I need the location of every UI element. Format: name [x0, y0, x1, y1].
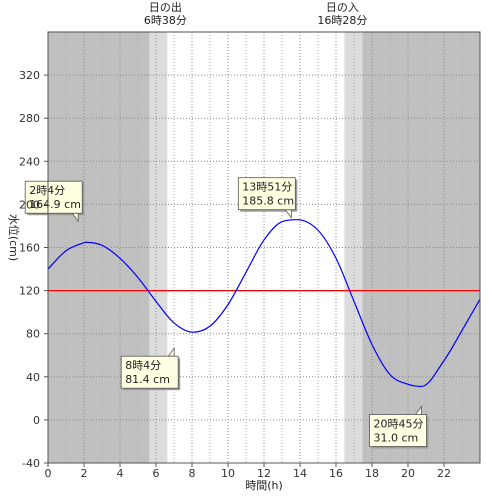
y-axis-label: 水位(cm) — [7, 214, 21, 261]
y-tick-label: -40 — [22, 457, 40, 470]
y-tick-label: 120 — [19, 285, 40, 298]
tide-line-layer — [47, 219, 481, 388]
annotation-box — [120, 355, 179, 389]
x-axis-label: 時間(h) — [245, 479, 283, 492]
annotation-value: 164.9 cm — [29, 198, 81, 211]
y-tick-label: 40 — [26, 371, 40, 384]
y-tick-label: 280 — [19, 112, 40, 125]
annotation-value: 31.0 cm — [374, 431, 419, 444]
x-tick-label: 14 — [293, 467, 307, 480]
tide-line — [47, 219, 481, 388]
x-tick-label: 20 — [401, 467, 415, 480]
annotation-time: 8時4分 — [125, 359, 161, 372]
y-tick-label: 200 — [19, 198, 40, 211]
annotation-box — [237, 177, 296, 211]
y-tick-label: 240 — [19, 155, 40, 168]
axis-layer: -40 0 40 80 120 160 200 240 280 320 0 2 4 6 8 10 12 14 16 1… — [7, 31, 481, 492]
x-tick-label: 12 — [257, 467, 271, 480]
annotation-time: 13時51分 — [242, 181, 292, 194]
annotation-time: 20時45分 — [374, 417, 424, 430]
annotation-time: 2時4分 — [29, 184, 65, 197]
sunset-time: 16時28分 — [317, 14, 367, 27]
annotation-value: 185.8 cm — [242, 195, 294, 208]
x-tick-label: 8 — [189, 467, 196, 480]
y-tick-label: 320 — [19, 69, 40, 82]
twilight-band-morning — [149, 32, 168, 463]
sunset-label: 日の入 — [326, 1, 359, 14]
x-tick-label: 2 — [81, 467, 88, 480]
night-band-evening — [362, 32, 480, 463]
twilight-band-evening — [344, 32, 363, 463]
x-tick-label: 10 — [221, 467, 235, 480]
y-tick-label: 80 — [26, 328, 40, 341]
x-tick-label: 4 — [117, 467, 124, 480]
y-tick-label: 0 — [33, 414, 40, 427]
annotation-value: 81.4 cm — [125, 373, 170, 386]
y-tick-label: 160 — [19, 242, 40, 255]
annotation-box — [24, 180, 83, 214]
x-tick-label: 6 — [153, 467, 160, 480]
x-tick-label: 0 — [45, 467, 52, 480]
x-tick-label: 22 — [437, 467, 451, 480]
sunrise-label: 日の出 — [149, 0, 182, 14]
sunrise-time: 6時38分 — [144, 14, 187, 27]
x-tick-label: 16 — [329, 467, 343, 480]
annotation-box — [369, 414, 427, 447]
x-tick-label: 18 — [365, 467, 379, 480]
